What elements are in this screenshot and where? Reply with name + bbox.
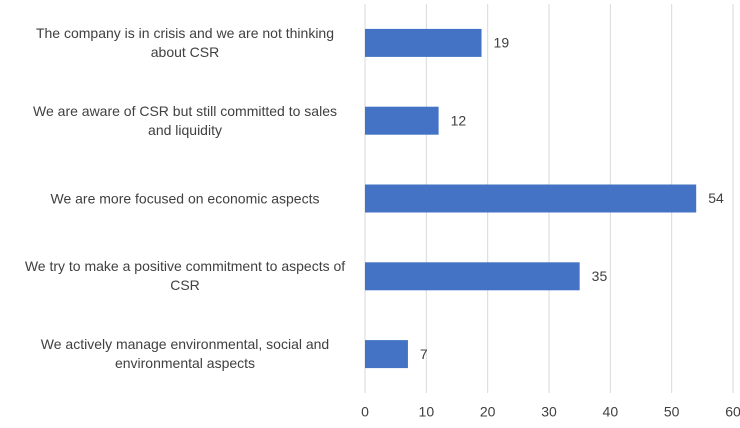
x-tick-label: 50	[664, 404, 680, 420]
bar	[365, 184, 697, 213]
bar	[365, 262, 580, 291]
value-label: 12	[451, 112, 467, 128]
x-tick-label: 0	[361, 404, 369, 420]
value-label: 7	[420, 346, 428, 362]
y-tick-label: We try to make a positive commitment to …	[24, 258, 346, 294]
x-tick-label: 60	[725, 404, 740, 420]
value-label: 35	[592, 268, 608, 284]
y-tick-label: We are more focused on economic aspects	[50, 190, 320, 206]
bar	[365, 106, 439, 135]
x-tick-label: 30	[541, 404, 557, 420]
y-tick-label: We actively manage environmental, social…	[40, 336, 330, 372]
x-tick-label: 10	[419, 404, 435, 420]
y-tick-label: The company is in crisis and we are not …	[35, 24, 335, 60]
value-label: 19	[494, 35, 510, 51]
x-tick-label: 20	[480, 404, 496, 420]
y-tick-label: We are aware of CSR but still committed …	[33, 102, 337, 138]
x-tick-label: 40	[603, 404, 619, 420]
bar	[365, 28, 482, 57]
value-label: 54	[708, 190, 724, 206]
bar	[365, 340, 408, 369]
